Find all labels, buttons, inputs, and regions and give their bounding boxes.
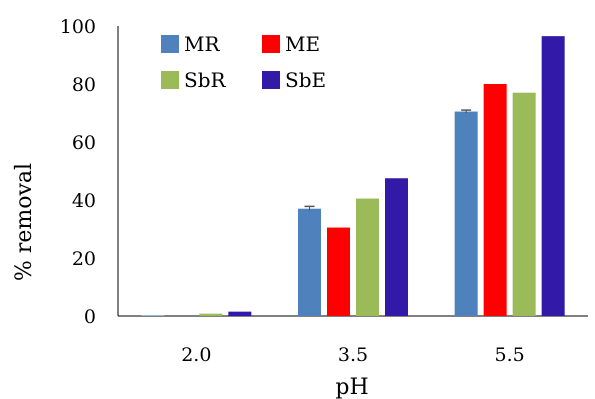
legend-label-sbr: SbR — [184, 68, 227, 92]
x-tick-label: 2.0 — [181, 344, 211, 366]
y-tick-label: 20 — [72, 248, 96, 270]
legend: MR ME SbR SbE — [161, 32, 326, 92]
x-tick-label: 3.5 — [338, 344, 368, 366]
bar-sbe-1 — [385, 178, 408, 316]
bar-sbr-0 — [199, 313, 223, 316]
bar-me-2 — [483, 84, 507, 316]
y-tick-labels: 0 20 40 60 80 100 — [60, 16, 96, 328]
y-tick-label: 60 — [72, 132, 96, 154]
x-tick-labels: 2.0 3.5 5.5 — [181, 344, 525, 366]
x-axis-title: pH — [335, 375, 368, 399]
bar-me-1 — [327, 227, 350, 316]
x-tick-label: 5.5 — [495, 344, 525, 366]
bar-sbe-2 — [541, 36, 565, 317]
y-axis-title: % removal — [12, 163, 37, 281]
y-tick-label: 100 — [60, 16, 96, 38]
y-tick-label: 80 — [72, 74, 96, 96]
bar-mr-0 — [141, 315, 165, 316]
bar-sbe-0 — [228, 311, 252, 316]
bar-mr-2 — [454, 111, 478, 316]
legend-label-mr: MR — [184, 32, 220, 56]
legend-swatch-mr — [161, 35, 179, 53]
bar-sbr-2 — [512, 92, 536, 316]
legend-swatch-sbe — [262, 71, 280, 89]
bar-sbr-1 — [356, 198, 379, 316]
legend-label-sbe: SbE — [285, 68, 326, 92]
legend-swatch-sbr — [161, 71, 179, 89]
legend-swatch-me — [262, 35, 280, 53]
bars — [141, 36, 565, 317]
legend-label-me: ME — [285, 32, 320, 56]
bar-mr-1 — [298, 208, 321, 316]
y-tick-label: 40 — [72, 190, 96, 212]
y-tick-label: 0 — [84, 306, 96, 328]
